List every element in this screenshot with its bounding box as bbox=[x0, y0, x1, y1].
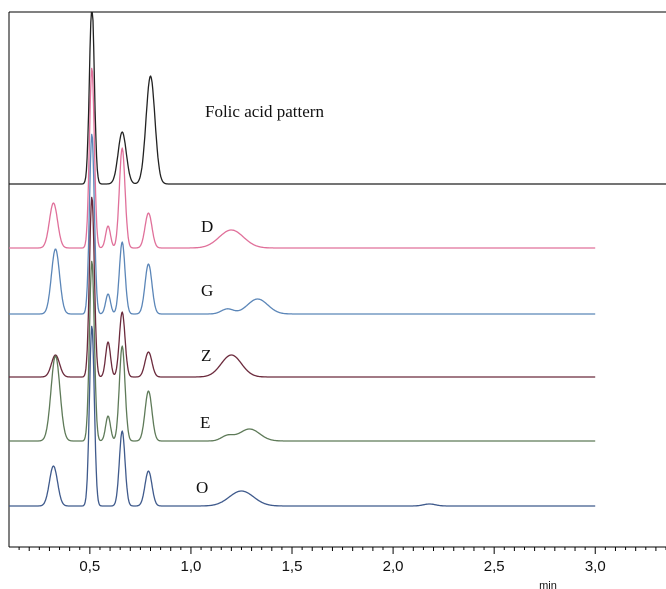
series-label-g: G bbox=[201, 281, 213, 300]
series-label-z: Z bbox=[201, 346, 211, 365]
x-axis: 0,5 1,0 1,5 2,0 2,5 3,0 min bbox=[9, 546, 666, 589]
series-label-e: E bbox=[200, 413, 210, 432]
series-labels: Folic acid pattern D G Z E O bbox=[196, 102, 324, 497]
trace-e bbox=[9, 260, 596, 442]
x-tick-label: 1,0 bbox=[181, 558, 202, 575]
series-label-o: O bbox=[196, 478, 208, 497]
trace-d bbox=[9, 67, 596, 249]
trace-z bbox=[9, 196, 596, 378]
trace-g bbox=[9, 133, 596, 315]
x-tick-label: 0,5 bbox=[79, 558, 100, 575]
trace-o bbox=[9, 325, 596, 507]
trace-folic-acid-pattern bbox=[9, 11, 666, 185]
series-label-d: D bbox=[201, 217, 213, 236]
series-label-folic-acid-pattern: Folic acid pattern bbox=[205, 102, 324, 121]
x-unit-label: min bbox=[539, 580, 557, 589]
x-tick-label: 1,5 bbox=[282, 558, 303, 575]
x-tick-label: 2,0 bbox=[383, 558, 404, 575]
x-tick-label: 2,5 bbox=[484, 558, 505, 575]
plot-frame bbox=[8, 11, 666, 547]
x-tick-label: 3,0 bbox=[585, 558, 606, 575]
traces bbox=[9, 11, 666, 507]
